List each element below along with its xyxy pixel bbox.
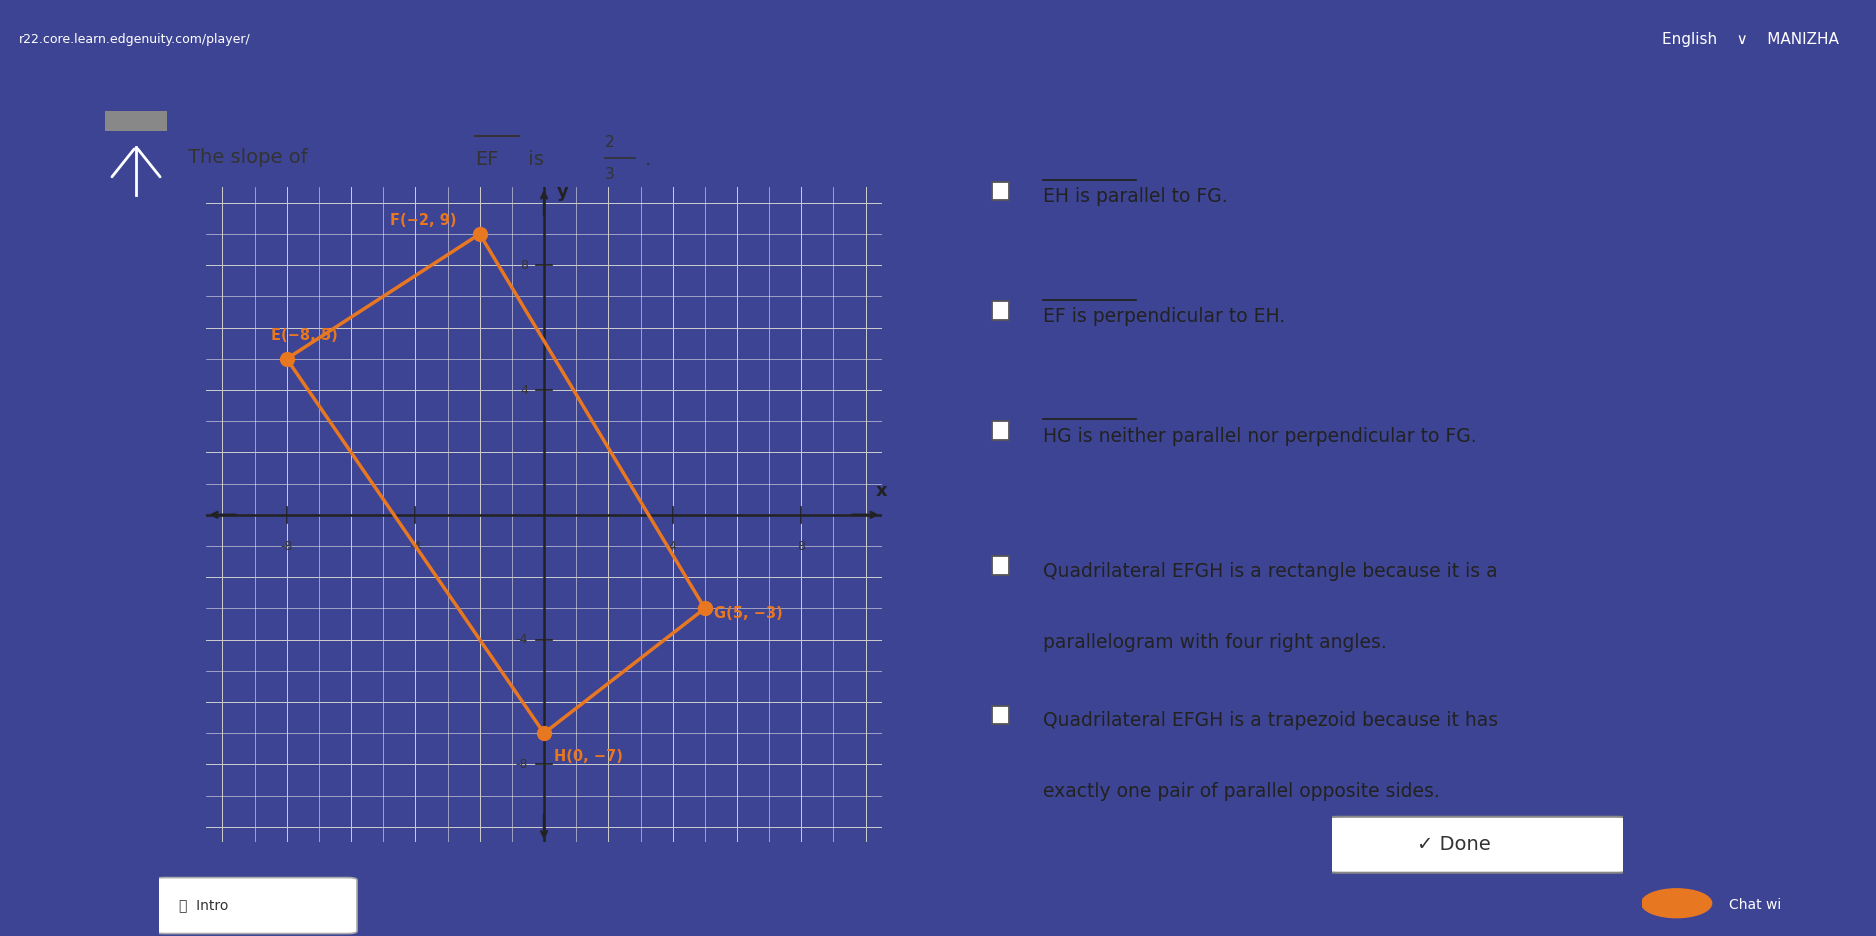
Text: 8: 8 (520, 258, 527, 271)
Text: EH is parallel to FG.: EH is parallel to FG. (1043, 187, 1227, 206)
Text: H(0, −7): H(0, −7) (553, 750, 623, 765)
Text: HG is neither parallel nor perpendicular to FG.: HG is neither parallel nor perpendicular… (1043, 427, 1476, 446)
FancyBboxPatch shape (154, 878, 356, 933)
FancyBboxPatch shape (992, 556, 1009, 575)
Text: 8: 8 (797, 540, 805, 553)
Text: -4: -4 (409, 540, 422, 553)
Text: 4: 4 (520, 384, 527, 397)
Text: exactly one pair of parallel opposite sides.: exactly one pair of parallel opposite si… (1043, 782, 1439, 801)
Circle shape (1642, 889, 1711, 917)
Text: .: . (645, 150, 651, 169)
Text: EF: EF (475, 150, 499, 169)
FancyBboxPatch shape (992, 301, 1009, 320)
Text: E(−8, 5): E(−8, 5) (270, 329, 338, 344)
Text: -4: -4 (516, 633, 527, 646)
Text: The slope of: The slope of (188, 148, 313, 168)
Text: Chat wi: Chat wi (1730, 898, 1782, 912)
Text: EF is perpendicular to EH.: EF is perpendicular to EH. (1043, 307, 1285, 326)
Text: Quadrilateral EFGH is a trapezoid because it has: Quadrilateral EFGH is a trapezoid becaus… (1043, 711, 1499, 730)
Text: ⏮  Intro: ⏮ Intro (178, 899, 229, 913)
Text: is: is (522, 150, 550, 169)
FancyBboxPatch shape (992, 182, 1009, 200)
Text: 2: 2 (606, 135, 615, 150)
Text: 3: 3 (606, 167, 615, 182)
Text: F(−2, 9): F(−2, 9) (390, 212, 456, 227)
FancyBboxPatch shape (992, 421, 1009, 440)
Text: -8: -8 (516, 758, 527, 771)
Text: English    ∨    MANIZHA: English ∨ MANIZHA (1662, 32, 1838, 48)
Text: x: x (876, 482, 887, 500)
Text: y: y (557, 183, 568, 200)
FancyBboxPatch shape (1326, 817, 1628, 872)
Text: -8: -8 (281, 540, 293, 553)
Text: G(5, −3): G(5, −3) (715, 606, 784, 621)
Text: ✓ Done: ✓ Done (1416, 835, 1491, 855)
Text: parallelogram with four right angles.: parallelogram with four right angles. (1043, 633, 1386, 651)
Text: 4: 4 (668, 540, 677, 553)
FancyBboxPatch shape (992, 706, 1009, 724)
Text: r22.core.learn.edgenuity.com/player/: r22.core.learn.edgenuity.com/player/ (19, 34, 251, 46)
Text: Quadrilateral EFGH is a rectangle because it is a: Quadrilateral EFGH is a rectangle becaus… (1043, 562, 1497, 580)
